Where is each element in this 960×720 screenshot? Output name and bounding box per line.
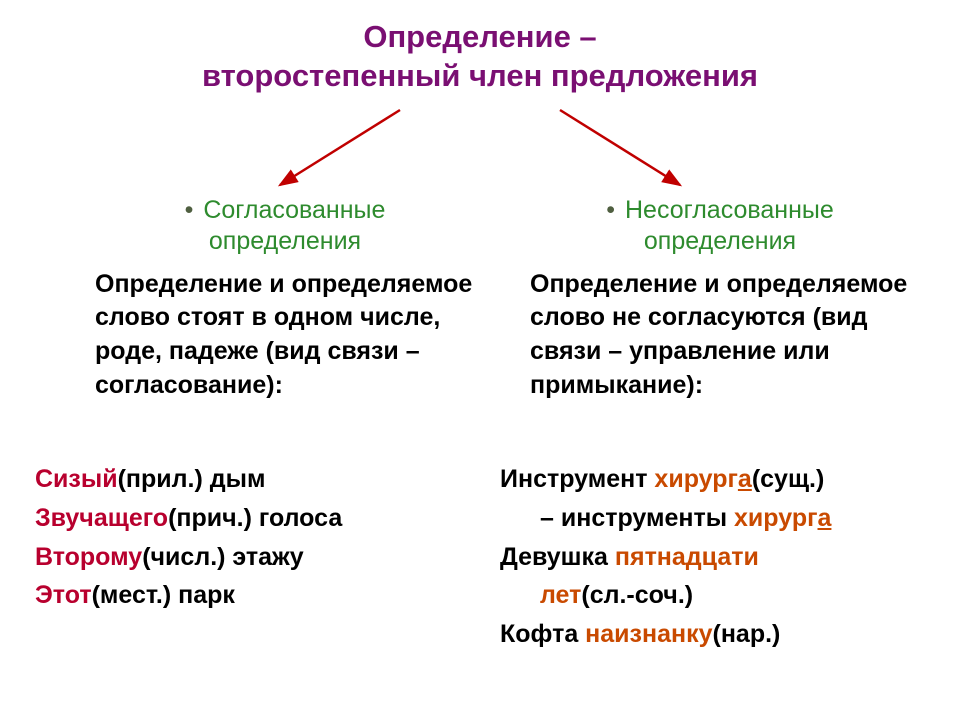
example-word: пятнадцати <box>615 543 759 571</box>
example-line: Звучащего(прич.) голоса <box>35 499 475 538</box>
bullet-icon: • <box>185 198 194 223</box>
right-column: • Несогласованные определения Определени… <box>530 195 910 403</box>
example-rest: Инструмент <box>500 465 654 493</box>
left-subhead: • Согласованные определения <box>95 195 475 258</box>
example-line: Кофта наизнанку(нар.) <box>500 615 930 654</box>
left-examples: Сизый(прил.) дым Звучащего(прич.) голоса… <box>35 460 475 615</box>
bullet-icon: • <box>606 198 615 223</box>
example-word: Второму <box>35 543 142 571</box>
right-description: Определение и определяемое слово не согл… <box>530 268 910 403</box>
example-word: Этот <box>35 581 92 609</box>
right-subhead: • Несогласованные определения <box>530 195 910 258</box>
left-sub-line1: Согласованные <box>203 195 385 226</box>
example-line: – инструменты хирурга <box>500 499 930 538</box>
example-line: лет(сл.-соч.) <box>500 576 930 615</box>
example-word-u: а <box>818 504 832 532</box>
example-line: Инструмент хирурга(сущ.) <box>500 460 930 499</box>
left-description: Определение и определяемое слово стоят в… <box>95 268 475 403</box>
right-examples: Инструмент хирурга(сущ.) – инструменты х… <box>500 460 930 654</box>
slide: Определение – второстепенный член предло… <box>0 0 960 720</box>
example-rest: Кофта <box>500 620 585 648</box>
right-sub-line1: Несогласованные <box>625 195 834 226</box>
example-word: хирург <box>654 465 737 493</box>
example-rest: (нар.) <box>713 620 781 648</box>
example-rest: (прил.) дым <box>118 465 266 493</box>
right-sub-line2: определения <box>530 226 910 257</box>
example-word: хирург <box>734 504 817 532</box>
example-line: Этот(мест.) парк <box>35 576 475 615</box>
example-rest: (сущ.) <box>752 465 825 493</box>
example-word: наизнанку <box>585 620 712 648</box>
example-rest: (сл.-соч.) <box>581 581 693 609</box>
example-line: Сизый(прил.) дым <box>35 460 475 499</box>
example-rest: Девушка <box>500 543 615 571</box>
example-word: Сизый <box>35 465 118 493</box>
left-column: • Согласованные определения Определение … <box>95 195 475 403</box>
example-word: Звучащего <box>35 504 168 532</box>
example-rest: (числ.) этажу <box>142 543 303 571</box>
example-rest: (мест.) парк <box>92 581 235 609</box>
example-line: Второму(числ.) этажу <box>35 538 475 577</box>
example-word-u: а <box>738 465 752 493</box>
left-sub-line2: определения <box>95 226 475 257</box>
example-rest: – инструменты <box>540 504 734 532</box>
example-line: Девушка пятнадцати <box>500 538 930 577</box>
example-rest: (прич.) голоса <box>168 504 342 532</box>
example-word: лет <box>540 581 581 609</box>
